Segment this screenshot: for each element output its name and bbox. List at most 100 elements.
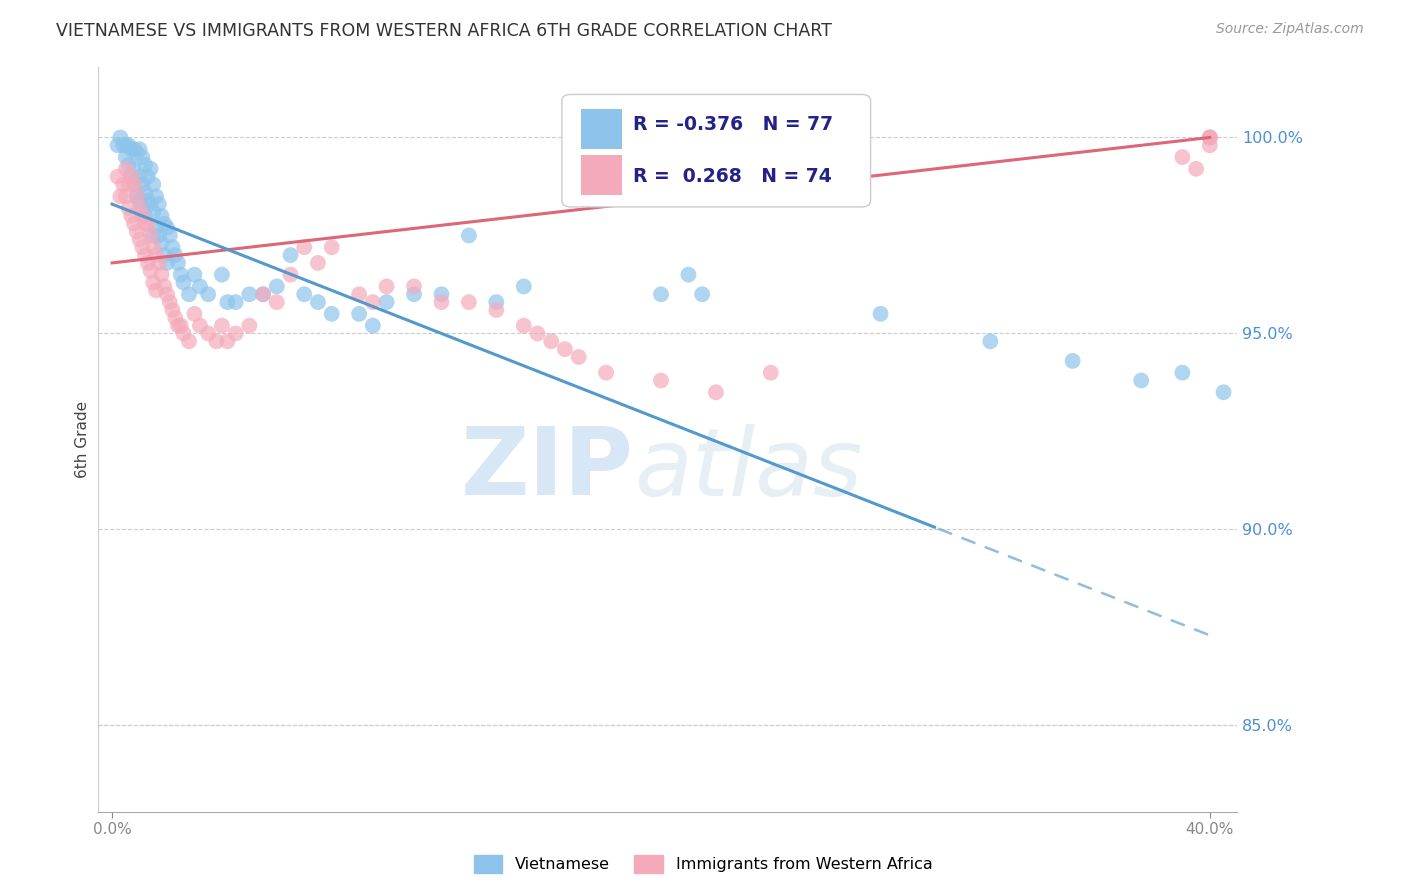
Point [142, 228, 165, 243]
Point [156, 287, 179, 301]
Point [1198, 130, 1220, 145]
Point [526, 326, 548, 341]
Point [217, 334, 239, 349]
Point [1062, 354, 1084, 368]
Point [1171, 150, 1194, 164]
Point [292, 240, 315, 254]
Point [128, 193, 150, 207]
Point [177, 334, 200, 349]
Point [165, 310, 187, 325]
Point [402, 279, 425, 293]
Point [759, 366, 782, 380]
Point [162, 240, 184, 254]
Point [145, 189, 167, 203]
Point [115, 161, 138, 176]
Point [120, 142, 142, 156]
Point [165, 248, 187, 262]
Point [156, 256, 179, 270]
Point [167, 318, 190, 333]
Point [112, 178, 135, 192]
Point [139, 264, 162, 278]
Point [292, 287, 315, 301]
Point [120, 169, 142, 184]
Point [225, 326, 247, 341]
Point [485, 302, 508, 317]
Point [131, 150, 153, 164]
Point [139, 228, 162, 243]
Point [148, 228, 170, 243]
Point [1198, 130, 1220, 145]
Point [125, 189, 148, 203]
Point [134, 158, 156, 172]
Point [134, 209, 156, 223]
Point [128, 201, 150, 215]
Point [540, 334, 562, 349]
Point [148, 197, 170, 211]
Point [1185, 161, 1208, 176]
Point [167, 256, 190, 270]
Text: ZIP: ZIP [461, 423, 634, 515]
Text: R = -0.376   N = 77: R = -0.376 N = 77 [633, 115, 832, 134]
Point [1130, 374, 1153, 388]
Point [238, 318, 260, 333]
Point [266, 279, 288, 293]
Point [122, 178, 145, 192]
Point [513, 279, 536, 293]
FancyBboxPatch shape [581, 155, 623, 195]
Point [347, 307, 370, 321]
Point [238, 287, 260, 301]
Point [122, 161, 145, 176]
Point [1198, 130, 1220, 145]
Point [197, 326, 219, 341]
Point [115, 138, 138, 153]
Point [145, 283, 167, 297]
FancyBboxPatch shape [562, 95, 870, 207]
Point [361, 318, 384, 333]
Point [704, 385, 727, 400]
Point [139, 197, 162, 211]
Point [136, 169, 159, 184]
Point [183, 268, 205, 282]
Point [485, 295, 508, 310]
Legend: Vietnamese, Immigrants from Western Africa: Vietnamese, Immigrants from Western Afri… [467, 848, 939, 880]
Point [307, 295, 329, 310]
Point [280, 268, 302, 282]
Point [131, 201, 153, 215]
Point [145, 220, 167, 235]
FancyBboxPatch shape [581, 109, 623, 149]
Point [122, 142, 145, 156]
Point [1198, 138, 1220, 153]
Point [869, 307, 891, 321]
Text: Source: ZipAtlas.com: Source: ZipAtlas.com [1216, 22, 1364, 37]
Point [131, 240, 153, 254]
Point [252, 287, 274, 301]
Point [205, 334, 228, 349]
Point [159, 228, 181, 243]
Point [321, 307, 343, 321]
Point [678, 268, 700, 282]
Point [150, 209, 173, 223]
Point [197, 287, 219, 301]
Point [148, 256, 170, 270]
Point [347, 287, 370, 301]
Point [107, 169, 129, 184]
Point [457, 295, 479, 310]
Point [150, 268, 173, 282]
Point [183, 307, 205, 321]
Point [115, 150, 138, 164]
Point [115, 189, 138, 203]
Point [117, 138, 139, 153]
Point [142, 240, 165, 254]
Text: atlas: atlas [634, 424, 862, 515]
Point [188, 279, 211, 293]
Point [266, 295, 288, 310]
Point [375, 295, 398, 310]
Point [117, 201, 139, 215]
Point [430, 287, 453, 301]
Point [125, 189, 148, 203]
Point [136, 256, 159, 270]
Point [120, 169, 142, 184]
Text: R =  0.268   N = 74: R = 0.268 N = 74 [633, 168, 831, 186]
Point [110, 189, 132, 203]
Point [188, 318, 211, 333]
